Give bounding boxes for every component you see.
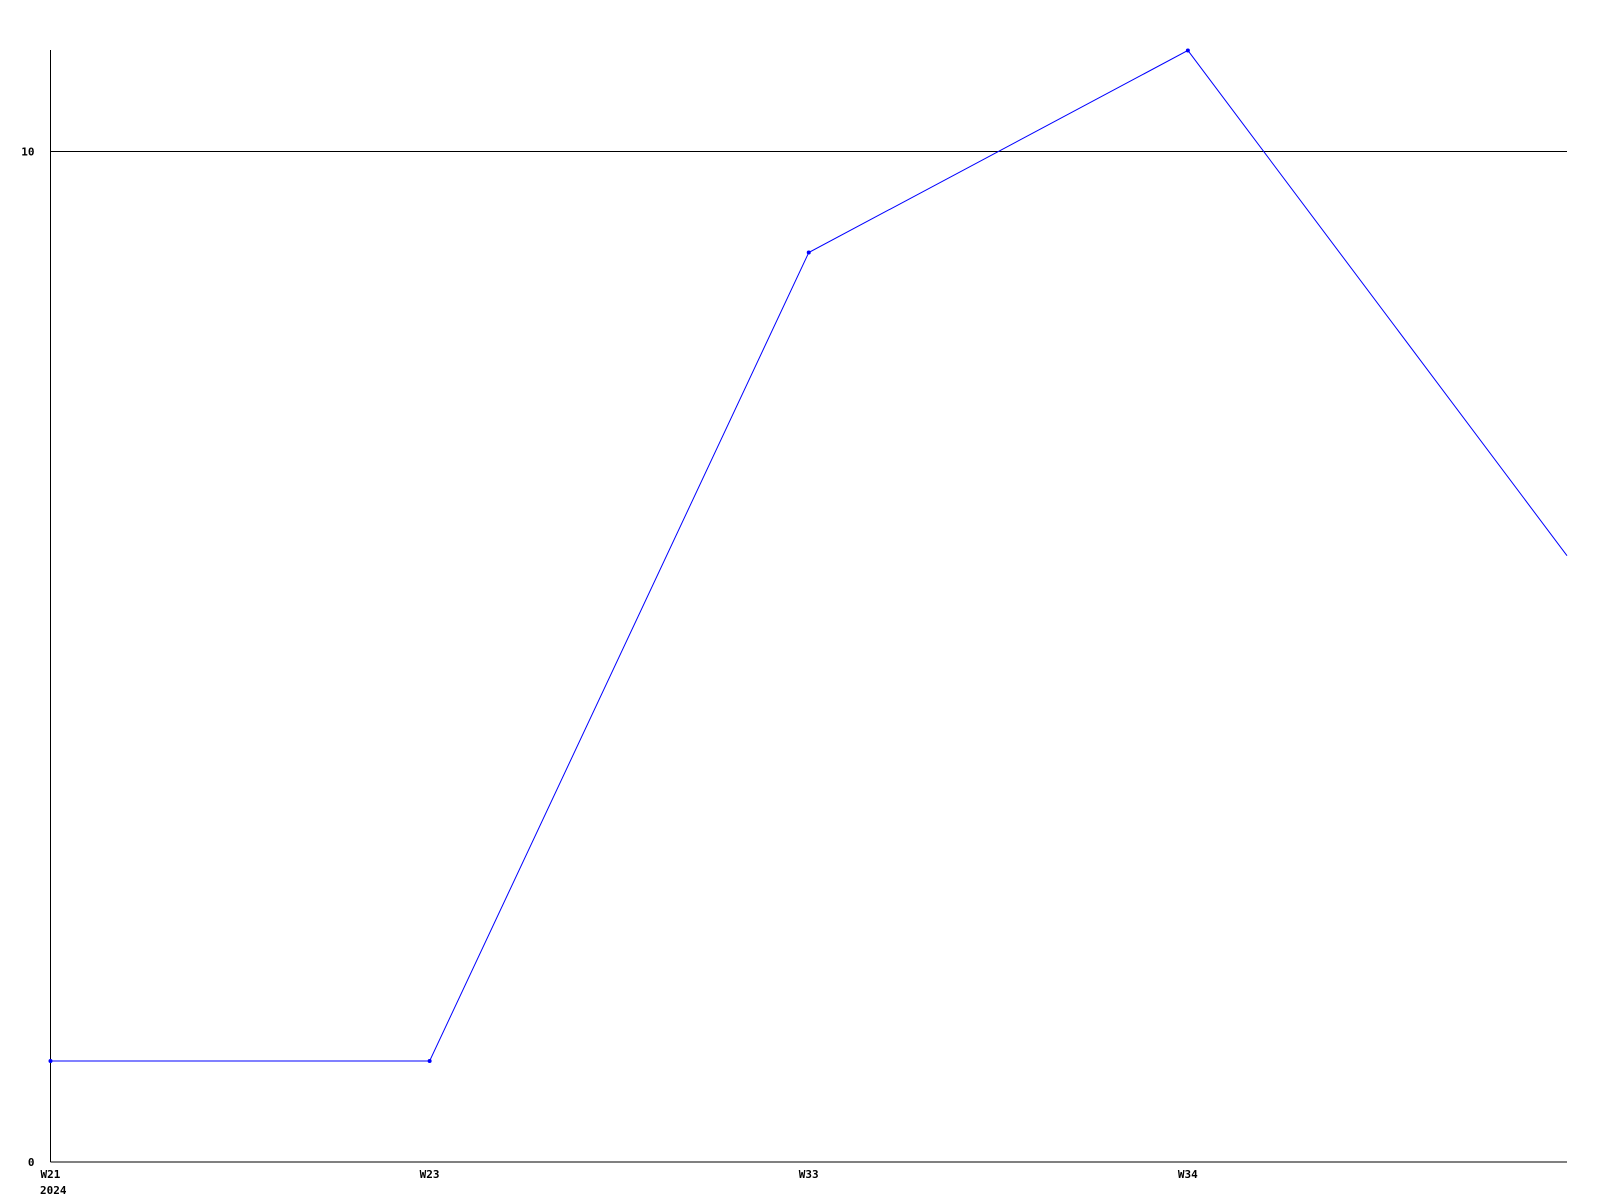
x-tick-label: W21 xyxy=(41,1168,61,1181)
tick-labels: 0 10 W21 W23 W33 W34 xyxy=(21,146,1198,1182)
x-year-label: 2024 xyxy=(40,1184,67,1197)
axes xyxy=(50,50,1567,1163)
data-point xyxy=(1185,48,1190,53)
y-tick-label: 10 xyxy=(21,146,34,159)
data-line xyxy=(50,49,1568,1062)
series xyxy=(48,48,1568,1063)
x-tick-label: W34 xyxy=(1178,1168,1198,1181)
x-tick-label: W33 xyxy=(799,1168,819,1181)
data-point xyxy=(427,1058,432,1063)
x-tick-label: W23 xyxy=(420,1168,440,1181)
y-tick-label: 0 xyxy=(28,1156,35,1169)
data-point xyxy=(48,1058,53,1063)
data-point xyxy=(806,250,811,255)
